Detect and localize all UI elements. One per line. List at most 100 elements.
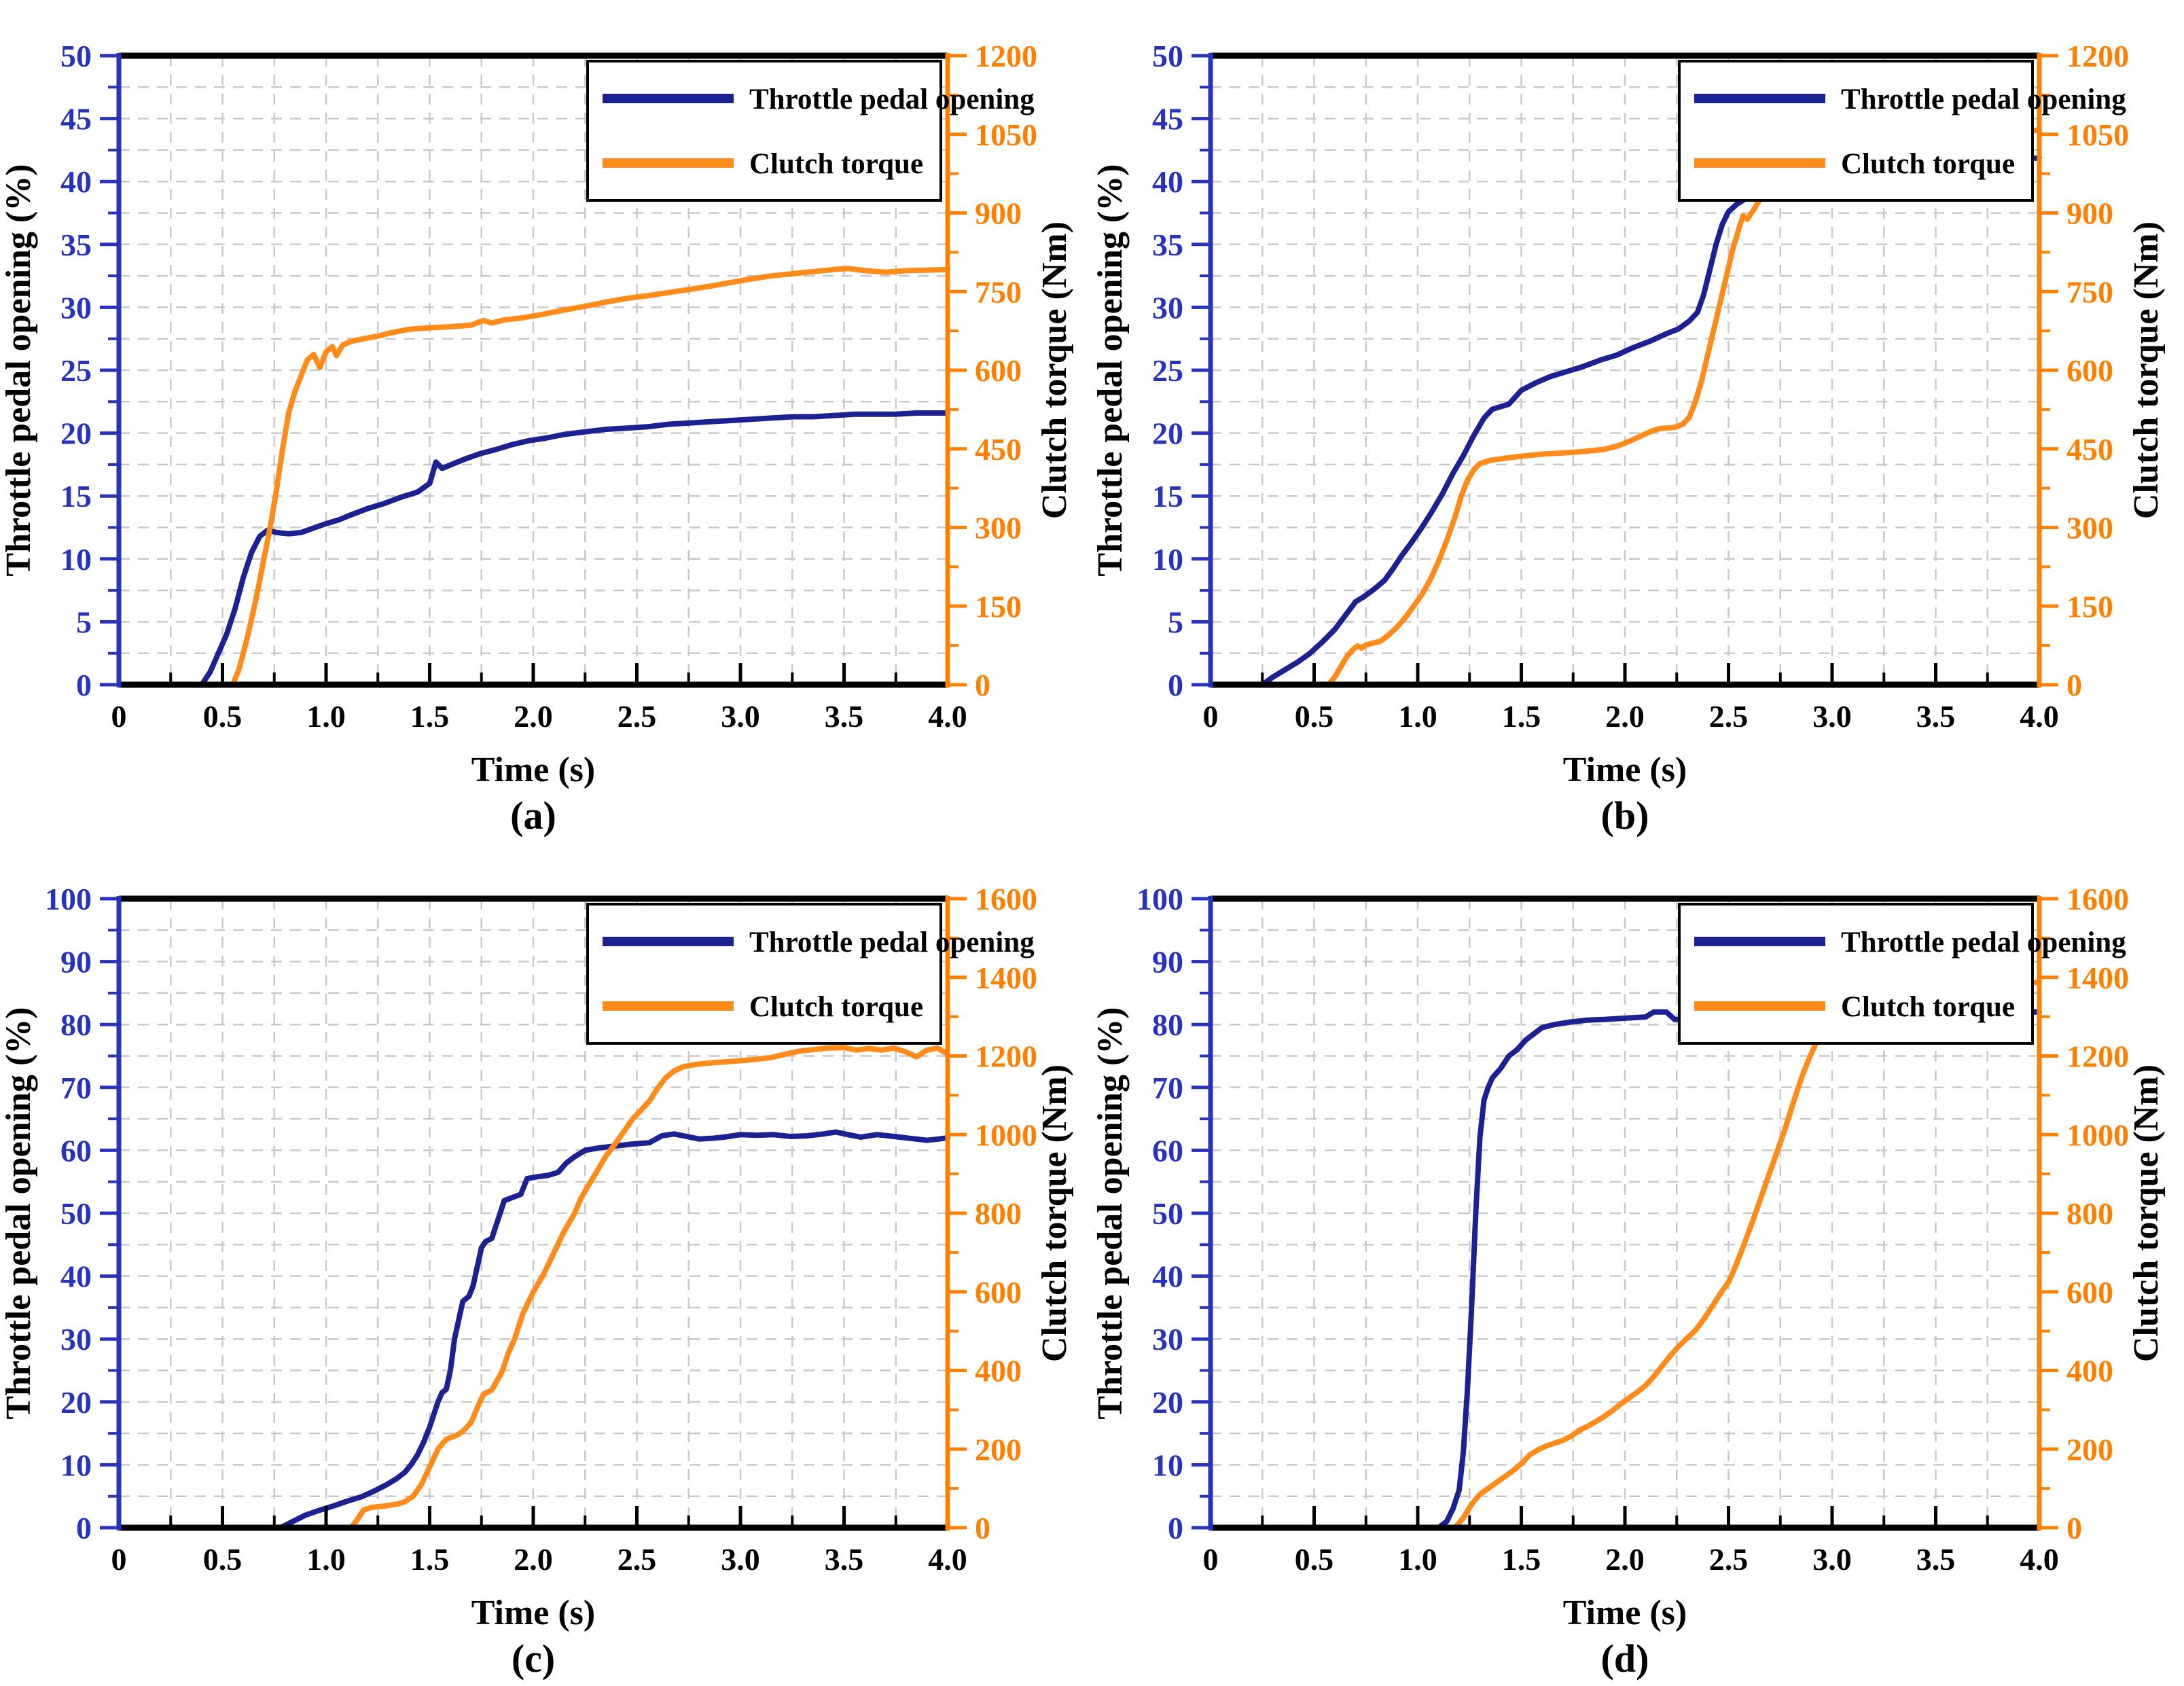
right-tick-label: 200 — [2066, 1432, 2113, 1467]
right-tick-label: 450 — [2066, 432, 2113, 467]
right-tick-label: 1400 — [975, 961, 1037, 995]
right-tick-label: 900 — [2066, 196, 2113, 231]
clutch-torque-curve — [116, 266, 950, 687]
left-tick-label: 20 — [1152, 416, 1183, 451]
legend-box — [1678, 903, 2034, 1045]
left-tick-label: 45 — [1152, 102, 1183, 137]
left-tick-label: 50 — [1152, 1196, 1183, 1231]
x-tick-label: 1.0 — [1398, 1542, 1437, 1577]
right-axis-title: Clutch torque (Nm) — [2127, 221, 2166, 519]
right-tick-label: 1600 — [2066, 882, 2129, 916]
left-tick-label: 45 — [60, 102, 92, 137]
x-tick-label: 0 — [111, 1542, 127, 1577]
right-tick-label: 1000 — [975, 1117, 1037, 1152]
legend-label-throttle: Throttle pedal opening — [1841, 927, 2126, 958]
chart-b-canvas: 0 0.5 1.0 1.5 2.0 2.5 3.0 3.5 4.0051015202530354… — [1092, 0, 2183, 843]
x-tick-label: 2.0 — [514, 1542, 553, 1577]
right-axis-title: Clutch torque (Nm) — [1035, 1064, 1074, 1362]
left-tick-label: 100 — [45, 882, 92, 916]
right-tick-label: 1200 — [2066, 39, 2129, 73]
left-tick-label: 25 — [1152, 353, 1183, 388]
right-tick-label: 800 — [2066, 1196, 2113, 1231]
left-axis-title: Throttle pedal opening (%) — [0, 164, 38, 576]
right-tick-label: 400 — [975, 1354, 1022, 1388]
throttle-pedal-curve — [116, 1129, 950, 1530]
x-tick-label: 1.0 — [1398, 699, 1437, 734]
right-tick-label: 300 — [2066, 511, 2113, 545]
right-tick-label: 150 — [975, 589, 1022, 624]
right-tick-label: 600 — [975, 353, 1022, 388]
chart-d-canvas: 0 0.5 1.0 1.5 2.0 2.5 3.0 3.5 4.0010203040506070… — [1092, 843, 2183, 1686]
right-axis-title: Clutch torque (Nm) — [1035, 221, 1074, 519]
right-tick-label: 600 — [2066, 353, 2113, 388]
left-tick-label: 15 — [1152, 479, 1183, 514]
legend-label-clutch: Clutch torque — [749, 991, 923, 1023]
x-tick-label: 3.5 — [1916, 699, 1956, 734]
clutch-torque-curve — [116, 1045, 950, 1530]
right-tick-label: 150 — [2066, 589, 2113, 624]
legend-label-clutch: Clutch torque — [1841, 991, 2015, 1023]
legend-box — [586, 903, 942, 1045]
subplot-b: 0 0.5 1.0 1.5 2.0 2.5 3.0 3.5 4.0 0 5 10 15 20 25 30 35 4… — [1092, 0, 2184, 843]
left-tick-label: 5 — [76, 605, 92, 639]
left-tick-label: 60 — [1152, 1133, 1183, 1168]
left-tick-label: 60 — [60, 1133, 92, 1168]
x-tick-label: 0 — [1203, 1542, 1219, 1577]
tick-labels: 0 0.5 1.0 1.5 2.0 2.5 3.0 3.5 4.0051015202530354… — [60, 39, 1037, 734]
subplot-c: 0 0.5 1.0 1.5 2.0 2.5 3.0 3.5 4.0 0 10 20 30 40 50 60 70… — [0, 843, 1092, 1686]
x-tick-label: 1.0 — [306, 1542, 346, 1577]
x-tick-label: 4.0 — [928, 699, 967, 734]
left-tick-label: 0 — [76, 668, 92, 702]
tick-labels: 0 0.5 1.0 1.5 2.0 2.5 3.0 3.5 4.0010203040506070… — [1136, 882, 2129, 1577]
x-tick-label: 2.5 — [1709, 1542, 1749, 1577]
right-tick-label: 1200 — [975, 39, 1037, 73]
x-tick-label: 1.5 — [1502, 1542, 1541, 1577]
right-tick-label: 0 — [975, 668, 990, 702]
left-axis-title: Throttle pedal opening (%) — [0, 1007, 38, 1419]
right-tick-label: 200 — [975, 1432, 1022, 1467]
left-tick-label: 80 — [1152, 1007, 1183, 1042]
right-tick-label: 400 — [2066, 1354, 2113, 1388]
legend-label-throttle: Throttle pedal opening — [749, 927, 1035, 958]
left-tick-label: 30 — [60, 1322, 92, 1357]
left-tick-label: 40 — [1152, 1259, 1183, 1294]
x-tick-label: 2.0 — [1605, 699, 1645, 734]
x-tick-label: 3.0 — [721, 1542, 760, 1577]
x-axis-title: Time (s) — [471, 751, 595, 789]
legend-label-clutch: Clutch torque — [1841, 148, 2015, 180]
left-tick-label: 10 — [1152, 542, 1183, 577]
right-tick-label: 0 — [975, 1511, 990, 1545]
legend-label-clutch: Clutch torque — [749, 148, 923, 180]
tick-labels: 0 0.5 1.0 1.5 2.0 2.5 3.0 3.5 4.0010203040506070… — [45, 882, 1037, 1577]
right-tick-label: 900 — [975, 196, 1022, 231]
left-tick-label: 30 — [1152, 1322, 1183, 1357]
x-tick-label: 0.5 — [1295, 699, 1334, 734]
x-tick-label: 4.0 — [2020, 699, 2059, 734]
x-tick-label: 0 — [111, 699, 127, 734]
x-tick-label: 2.5 — [617, 699, 657, 734]
x-tick-label: 3.5 — [825, 1542, 864, 1577]
chart-c-canvas: 0 0.5 1.0 1.5 2.0 2.5 3.0 3.5 4.0010203040506070… — [0, 843, 1092, 1686]
left-tick-label: 40 — [60, 164, 92, 199]
left-tick-label: 15 — [60, 479, 92, 514]
right-axis-title: Clutch torque (Nm) — [2127, 1064, 2166, 1362]
right-tick-label: 600 — [2066, 1275, 2113, 1310]
x-tick-label: 2.0 — [514, 699, 553, 734]
x-tick-label: 3.0 — [721, 699, 760, 734]
left-tick-label: 0 — [1168, 668, 1183, 702]
x-tick-label: 3.5 — [1916, 1542, 1956, 1577]
x-tick-label: 0 — [1203, 699, 1219, 734]
x-tick-label: 3.0 — [1812, 1542, 1852, 1577]
x-tick-label: 3.0 — [1812, 699, 1852, 734]
left-tick-label: 40 — [60, 1259, 92, 1294]
chart-a-canvas: 0 0.5 1.0 1.5 2.0 2.5 3.0 3.5 4.0051015202530354… — [0, 0, 1092, 843]
subplot-label: (d) — [1601, 1636, 1649, 1681]
right-tick-label: 750 — [2066, 274, 2113, 309]
left-tick-label: 10 — [1152, 1448, 1183, 1482]
left-tick-label: 50 — [60, 1196, 92, 1231]
left-tick-label: 10 — [60, 542, 92, 577]
x-tick-label: 0.5 — [203, 1542, 243, 1577]
left-tick-label: 20 — [1152, 1385, 1183, 1420]
x-tick-label: 2.5 — [1709, 699, 1749, 734]
